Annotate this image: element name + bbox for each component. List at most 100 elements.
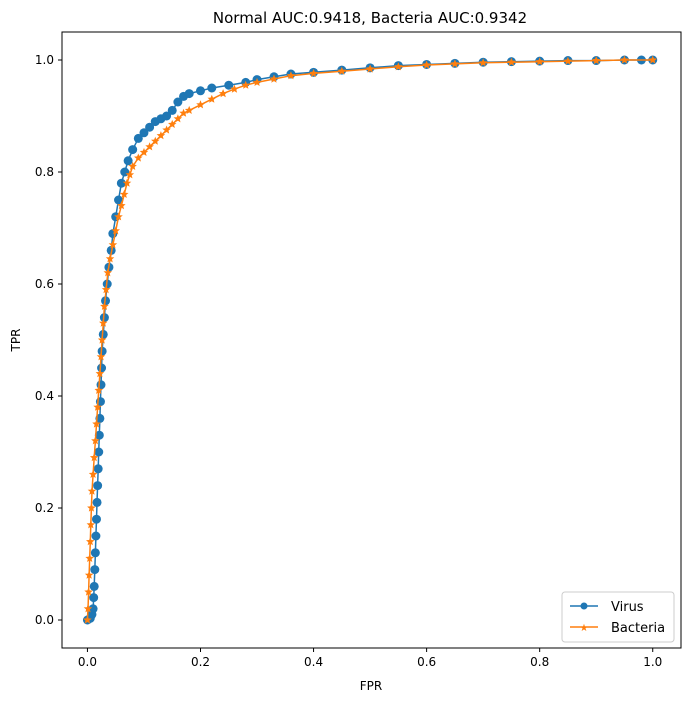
series-bacteria <box>83 55 657 624</box>
point-bacteria <box>134 153 143 162</box>
point-bacteria <box>507 57 516 66</box>
point-bacteria <box>218 89 228 98</box>
point-virus <box>93 464 103 474</box>
point-virus <box>195 86 205 96</box>
legend-virus-marker <box>580 602 588 610</box>
point-virus <box>94 430 104 440</box>
point-bacteria <box>87 503 96 512</box>
point-bacteria <box>648 55 657 64</box>
y-tick-label: 1.0 <box>35 53 54 67</box>
point-bacteria <box>86 520 96 529</box>
point-bacteria <box>85 553 94 562</box>
point-virus <box>97 346 107 356</box>
y-tick-label: 0.0 <box>35 613 54 627</box>
point-bacteria <box>88 469 98 478</box>
point-bacteria <box>125 170 135 179</box>
x-tick-label: 0.8 <box>530 655 549 669</box>
point-bacteria <box>145 142 154 151</box>
point-bacteria <box>91 436 100 445</box>
point-virus <box>224 80 234 90</box>
x-tick-label: 1.0 <box>643 655 662 669</box>
point-virus <box>128 145 138 155</box>
point-virus <box>114 195 124 205</box>
point-bacteria <box>252 77 262 86</box>
point-bacteria <box>478 58 488 67</box>
point-virus <box>162 111 172 121</box>
point-virus <box>88 604 98 614</box>
y-tick-label: 0.4 <box>35 389 54 403</box>
legend-virus-label: Virus <box>611 600 644 615</box>
point-bacteria <box>114 212 123 221</box>
point-bacteria <box>111 226 120 235</box>
point-bacteria <box>89 453 99 462</box>
point-virus <box>89 593 99 603</box>
point-bacteria <box>535 57 544 66</box>
x-tick-label: 0.4 <box>304 655 323 669</box>
point-bacteria <box>337 66 347 75</box>
point-virus <box>90 548 100 558</box>
x-tick-label: 0.0 <box>78 655 97 669</box>
point-bacteria <box>93 402 102 411</box>
point-virus <box>97 363 107 373</box>
point-bacteria <box>101 285 111 294</box>
point-bacteria <box>103 268 113 277</box>
x-axis-ticks: 0.0 0.2 0.4 0.6 0.8 1.0 <box>78 648 662 669</box>
point-bacteria <box>139 147 149 156</box>
point-bacteria <box>365 64 375 73</box>
point-bacteria <box>84 570 94 579</box>
x-axis-label: FPR <box>360 679 382 693</box>
chart-title: Normal AUC:0.9418, Bacteria AUC:0.9342 <box>213 9 527 27</box>
point-bacteria <box>128 161 137 170</box>
point-bacteria <box>86 537 95 546</box>
point-virus <box>91 514 101 524</box>
point-virus <box>90 565 100 575</box>
point-bacteria <box>241 80 250 89</box>
point-bacteria <box>119 189 129 198</box>
series-line-virus <box>87 59 653 621</box>
point-bacteria <box>309 68 318 78</box>
point-virus <box>133 133 143 143</box>
point-virus <box>98 329 108 339</box>
y-tick-label: 0.8 <box>35 165 54 179</box>
point-bacteria <box>94 385 103 394</box>
point-bacteria <box>422 60 431 69</box>
point-bacteria <box>156 131 166 140</box>
point-virus <box>167 105 177 115</box>
point-virus <box>184 89 194 99</box>
point-bacteria <box>117 201 126 210</box>
point-bacteria <box>269 74 279 83</box>
legend: Virus ★ Bacteria <box>561 591 675 643</box>
point-bacteria <box>591 56 601 65</box>
point-virus <box>89 581 99 591</box>
point-virus <box>123 156 133 166</box>
point-bacteria <box>97 335 107 344</box>
x-tick-label: 0.6 <box>417 655 436 669</box>
y-tick-label: 0.6 <box>35 277 54 291</box>
point-virus <box>92 497 102 507</box>
point-bacteria <box>87 486 97 495</box>
point-bacteria <box>122 178 132 187</box>
legend-bacteria-marker: ★ <box>580 623 589 634</box>
point-bacteria <box>394 62 403 71</box>
plot-area <box>62 32 681 648</box>
point-bacteria <box>105 254 115 263</box>
point-virus <box>94 447 104 457</box>
point-bacteria <box>450 59 460 68</box>
point-virus <box>96 380 106 390</box>
y-tick-label: 0.2 <box>35 501 54 515</box>
x-tick-label: 0.2 <box>191 655 210 669</box>
point-virus <box>145 122 155 132</box>
point-bacteria <box>196 100 205 109</box>
point-virus <box>93 481 103 491</box>
point-bacteria <box>286 71 296 80</box>
y-axis-ticks: 0.0 0.2 0.4 0.6 0.8 1.0 <box>35 53 62 627</box>
legend-box <box>561 591 675 643</box>
point-bacteria <box>100 301 109 310</box>
point-virus <box>139 128 149 138</box>
point-bacteria <box>563 56 573 65</box>
point-bacteria <box>151 136 160 145</box>
point-bacteria <box>84 587 93 596</box>
point-bacteria <box>168 119 177 128</box>
point-bacteria <box>207 94 217 103</box>
point-virus <box>207 83 217 93</box>
